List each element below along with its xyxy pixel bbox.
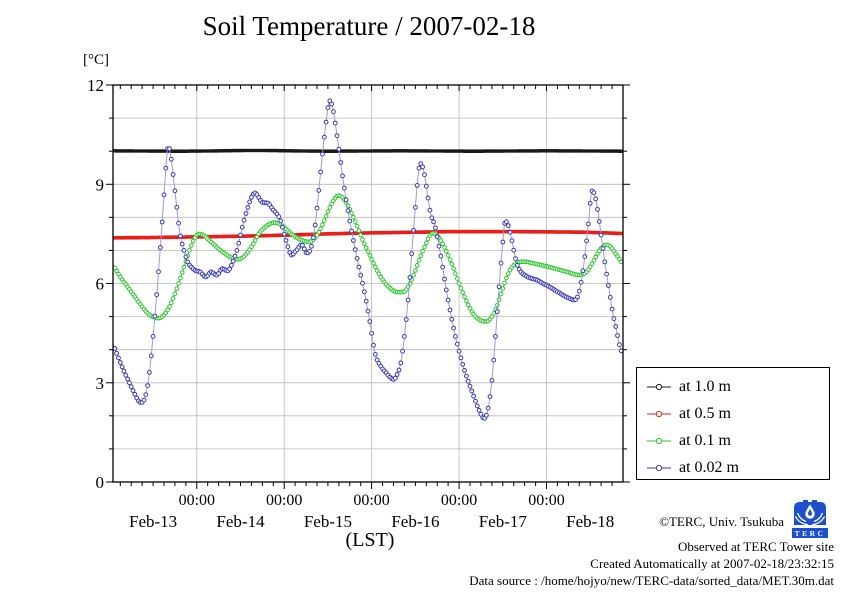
x-tick-label-day: Feb-14 <box>216 512 265 531</box>
credit-data-source: Data source : /home/hojyo/new/TERC-data/… <box>469 573 834 588</box>
legend-marker-icon <box>647 437 671 444</box>
x-tick-label-day: Feb-18 <box>566 512 614 531</box>
legend-item-at-1-0-m: at 1.0 m <box>646 373 829 400</box>
legend-label: at 0.5 m <box>679 404 731 422</box>
legend: at 1.0 m at 0.5 m at 0.1 m at 0.02 m <box>636 367 830 480</box>
x-tick-label-time: 00:00 <box>353 492 389 509</box>
x-tick-label-time: 00:00 <box>441 492 477 509</box>
credit-copyright: ©TERC, Univ. Tsukuba <box>659 514 784 529</box>
series-at-1-0-m <box>113 148 624 153</box>
page-title: Soil Temperature / 2007-02-18 <box>202 11 536 41</box>
credit-observed-site: Observed at TERC Tower site <box>677 539 834 554</box>
x-tick-label-day: Feb-17 <box>479 512 528 531</box>
legend-item-at-0-5-m: at 0.5 m <box>646 400 829 427</box>
x-tick-label-day: Feb-15 <box>304 512 352 531</box>
x-tick-label-time: 00:00 <box>528 492 564 509</box>
terc-logo-band <box>792 528 828 538</box>
terc-logo-inner-drop <box>808 509 812 516</box>
x-tick-label-day: Feb-13 <box>129 512 177 531</box>
y-tick-label: 12 <box>87 76 104 95</box>
terc-logo: TERC <box>792 500 828 538</box>
legend-marker-icon <box>647 383 671 390</box>
x-tick-label-day: Feb-16 <box>391 512 439 531</box>
legend-marker-icon <box>647 410 671 417</box>
legend-marker-icon <box>647 464 671 471</box>
terc-logo-waves <box>794 512 826 526</box>
axis-ticks <box>106 84 630 489</box>
y-axis-unit-label: [°C] <box>83 52 109 68</box>
series-at-0-1-m <box>112 193 624 324</box>
y-tick-label: 3 <box>96 374 105 393</box>
legend-label: at 0.1 m <box>679 431 731 449</box>
terc-logo-text: TERC <box>795 529 826 538</box>
y-tick-label: 9 <box>96 175 105 194</box>
x-axis-label: (LST) <box>345 529 395 551</box>
x-tick-label-time: 00:00 <box>179 492 215 509</box>
series-at-0-5-m <box>112 229 624 240</box>
legend-label: at 0.02 m <box>679 458 739 476</box>
y-tick-label: 0 <box>96 473 105 492</box>
series-at-0-02-m <box>112 98 624 421</box>
legend-item-at-0-02-m: at 0.02 m <box>646 454 829 481</box>
y-tick-label: 6 <box>96 275 105 294</box>
x-tick-label-time: 00:00 <box>266 492 302 509</box>
legend-label: at 1.0 m <box>679 377 731 395</box>
credit-created-timestamp: Created Automatically at 2007-02-18/23:3… <box>590 556 834 571</box>
legend-item-at-0-1-m: at 0.1 m <box>646 427 829 454</box>
